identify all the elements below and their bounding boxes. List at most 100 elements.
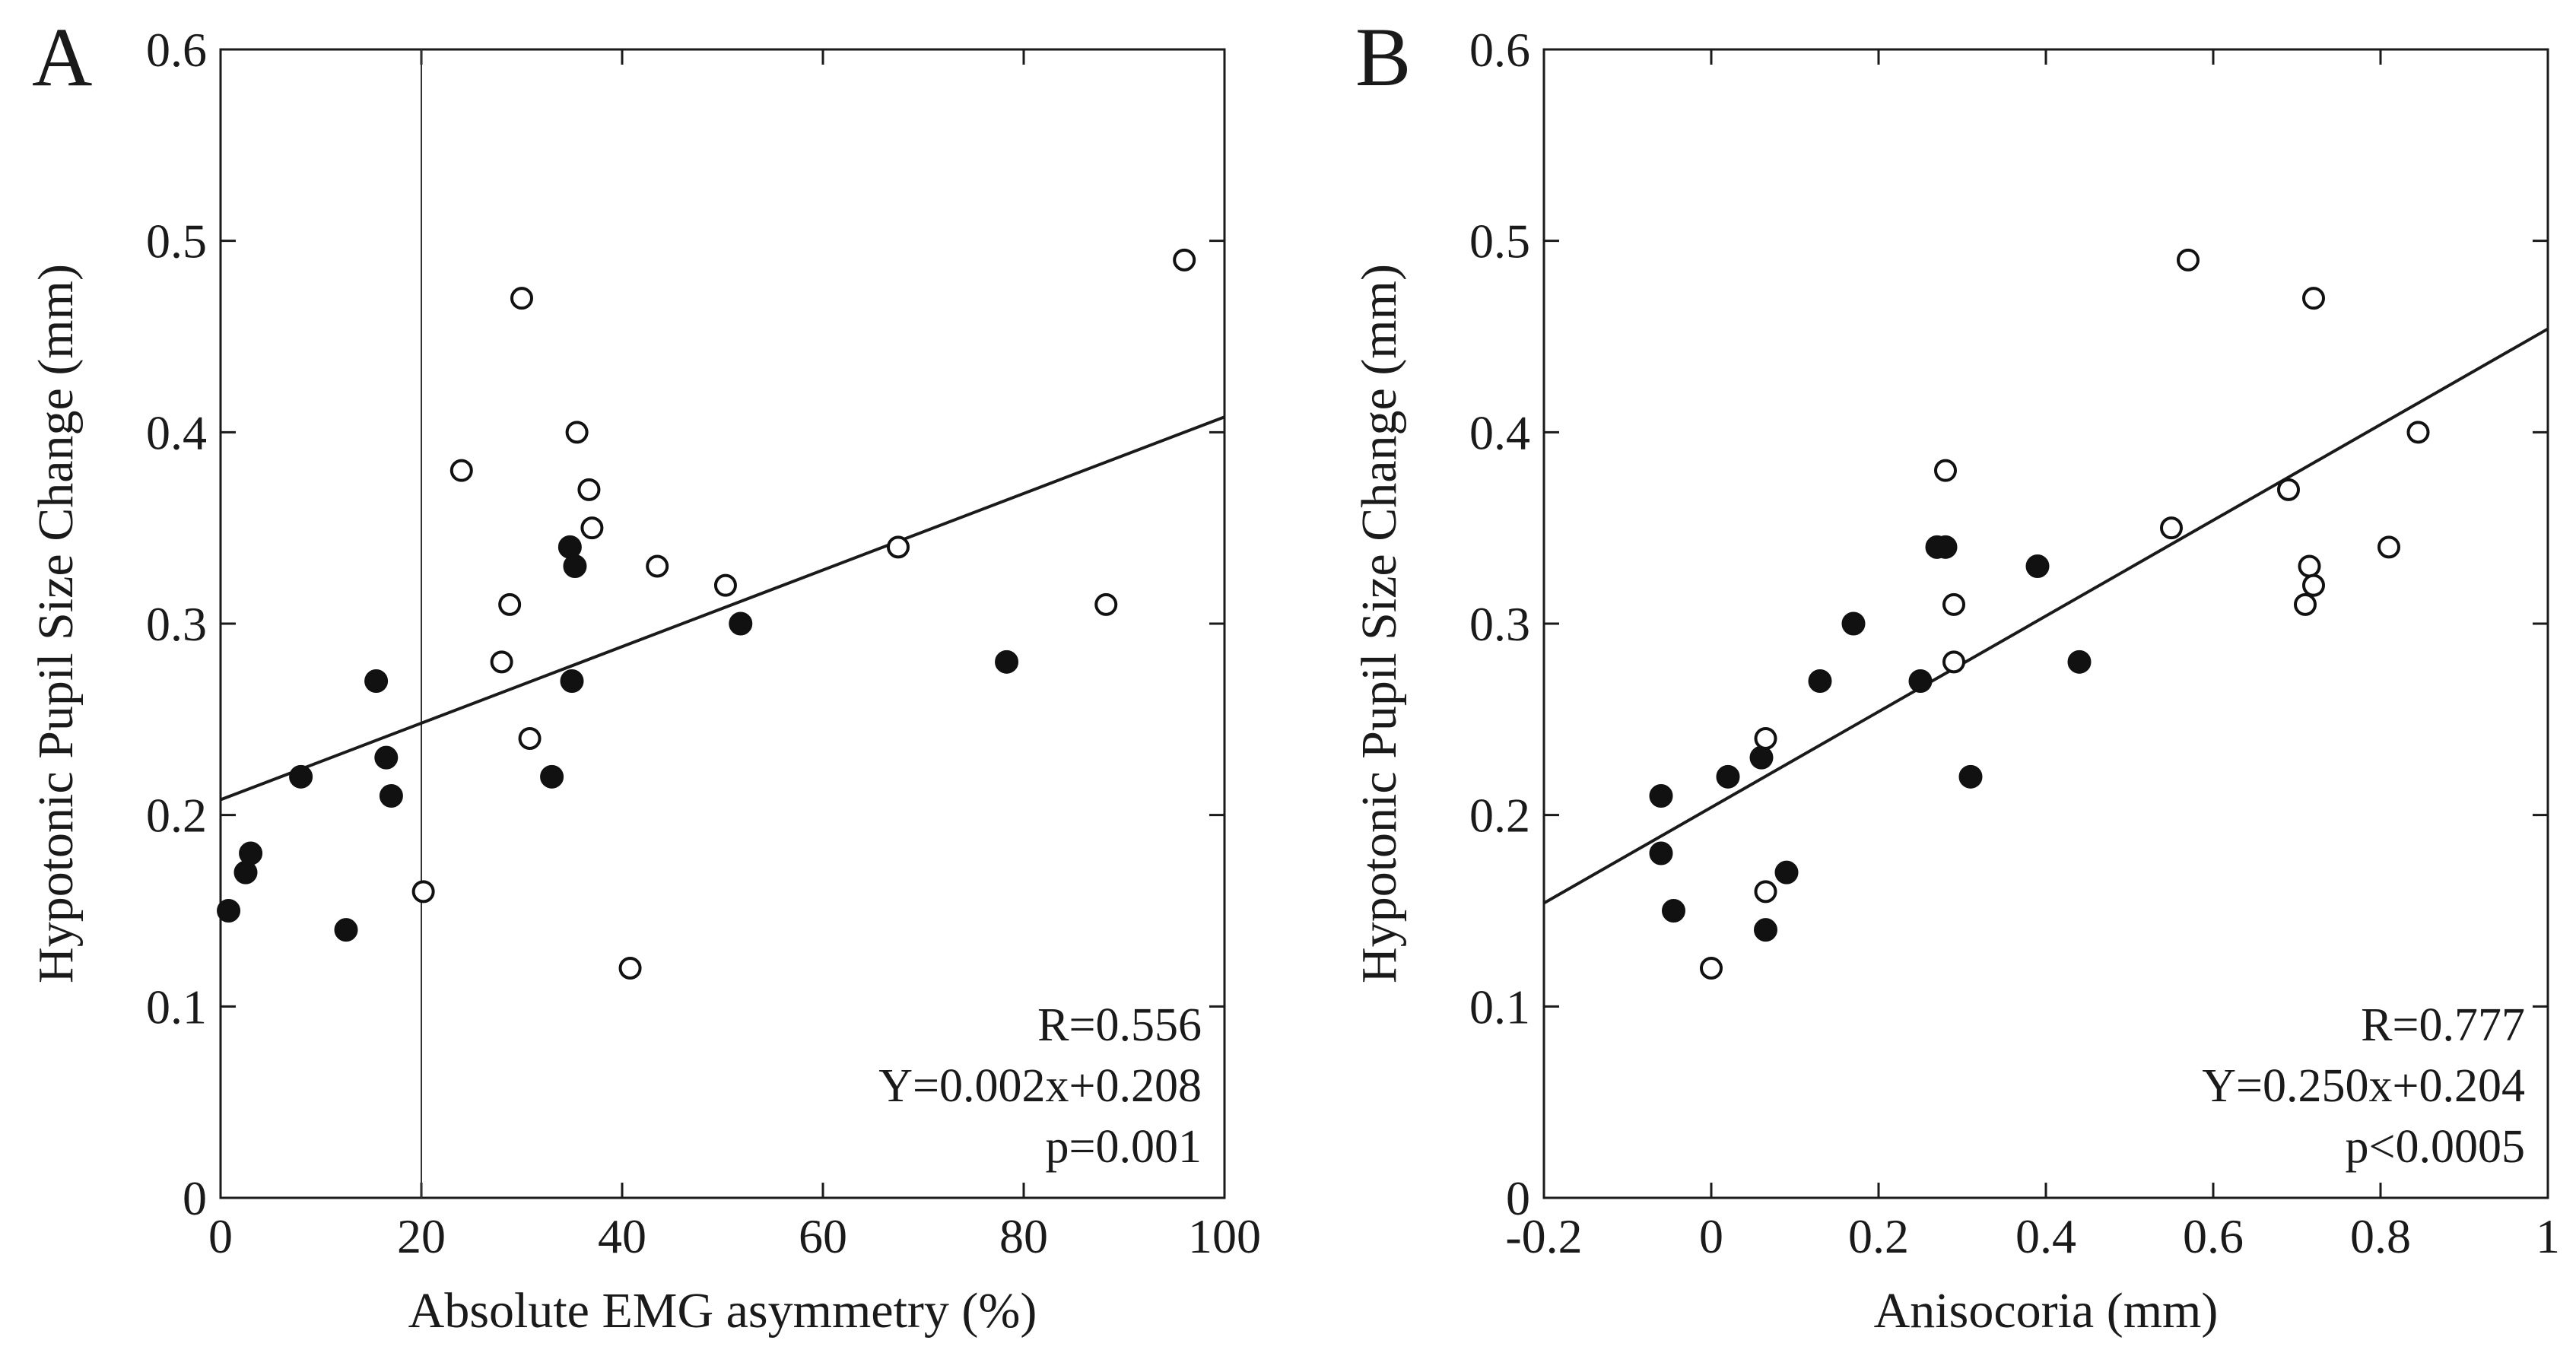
data-point-filled-a-9 (557, 535, 582, 559)
data-point-open-a-9 (618, 957, 642, 980)
y-tick-label-b-3: 0.3 (1469, 597, 1530, 651)
data-point-filled-b-1 (1649, 841, 1673, 865)
data-point-open-a-6 (565, 421, 589, 444)
data-point-filled-a-7 (379, 784, 403, 808)
x-tick-label-a-4: 80 (999, 1209, 1048, 1263)
x-tick-label-a-3: 60 (799, 1209, 847, 1263)
annotation-p-a: p=0.001 (1046, 1121, 1202, 1173)
y-tick-label-b-1: 0.1 (1469, 980, 1530, 1034)
x-tick-label-b-6: 1 (2536, 1209, 2560, 1263)
data-point-open-b-12 (2302, 287, 2325, 310)
data-point-filled-b-12 (1958, 764, 1983, 789)
data-point-filled-a-13 (995, 650, 1019, 674)
x-tick-label-b-1: 0 (1699, 1209, 1723, 1263)
x-tick-label-b-2: 0.2 (1848, 1209, 1909, 1263)
data-point-open-b-7 (2177, 248, 2200, 272)
y-tick-label-b-2: 0.2 (1469, 789, 1530, 843)
data-point-open-b-8 (2277, 478, 2300, 501)
annotation-equation-a: Y=0.002x+0.208 (878, 1060, 1202, 1112)
points-a (217, 248, 1196, 980)
data-point-open-a-0 (411, 880, 435, 904)
data-point-open-a-8 (580, 516, 604, 540)
data-point-filled-b-3 (1716, 764, 1740, 789)
data-point-filled-a-4 (334, 918, 358, 942)
y-tick-label-a-5: 0.5 (146, 214, 207, 268)
x-tick-label-a-2: 40 (598, 1209, 646, 1263)
y-tick-label-b-5: 0.5 (1469, 214, 1530, 268)
data-point-open-a-3 (498, 592, 522, 616)
panel-letter-b: B (1355, 11, 1411, 103)
x-tick-label-a-1: 20 (397, 1209, 446, 1263)
data-point-filled-a-0 (217, 899, 241, 923)
data-point-open-a-5 (518, 727, 542, 750)
y-tick-label-a-1: 0.1 (146, 980, 207, 1034)
data-point-filled-a-12 (729, 611, 753, 636)
data-point-open-b-9 (2294, 592, 2317, 616)
data-point-filled-b-4 (1749, 745, 1774, 770)
annotation-r-b: R=0.777 (2361, 999, 2525, 1051)
ticks-b: -0.2 0 0.2 0.4 0.6 0.8 100.10.20.30.40.50.6 (1469, 23, 2560, 1263)
data-point-open-a-10 (646, 554, 669, 578)
panel-a: A 0 20 40 60 80 100 0 0.1 0.2 0.3 0.4 0.5 0.6 Absolu… (28, 11, 1261, 1339)
data-point-open-b-0 (1700, 957, 1723, 980)
y-tick-label-a-0: 0 (183, 1171, 207, 1225)
data-point-open-b-2 (1754, 880, 1777, 904)
data-point-filled-b-8 (1841, 611, 1866, 636)
x-tick-label-b-4: 0.6 (2183, 1209, 2244, 1263)
fit-line-b (1543, 327, 2549, 905)
ticks-a: 0 20 40 60 80 100 0 0.1 0.2 0.3 0.4 0.5 0.6 (146, 23, 1261, 1263)
data-point-open-a-4 (510, 287, 533, 310)
data-point-filled-b-14 (2067, 650, 2092, 674)
y-tick-label-b-6: 0.6 (1469, 23, 1530, 77)
y-axis-label-a: Hypotonic Pupil Size Change (mm) (28, 264, 84, 983)
y-tick-label-a-3: 0.3 (146, 597, 207, 651)
data-point-filled-b-9 (1908, 669, 1933, 693)
data-point-filled-b-2 (1662, 899, 1685, 923)
y-tick-label-a-6: 0.6 (146, 23, 207, 77)
data-point-open-a-2 (490, 650, 513, 674)
x-tick-label-a-0: 0 (208, 1209, 233, 1263)
annotation-p-b: p<0.0005 (2346, 1121, 2525, 1173)
y-tick-label-b-4: 0.4 (1469, 405, 1530, 459)
x-tick-label-b-3: 0.4 (2015, 1209, 2076, 1263)
y-tick-label-a-2: 0.2 (146, 789, 207, 843)
y-axis-label-b: Hypotonic Pupil Size Change (mm) (1352, 264, 1407, 983)
annotation-r-a: R=0.556 (1037, 999, 1202, 1051)
x-axis-label-b: Anisocoria (mm) (1874, 1283, 2219, 1339)
data-point-open-b-14 (2406, 421, 2430, 444)
data-point-open-a-7 (577, 478, 601, 501)
data-point-filled-b-11 (1933, 535, 1958, 559)
data-point-filled-b-7 (1808, 669, 1832, 693)
data-point-filled-a-11 (563, 554, 587, 578)
points-b (1649, 248, 2430, 980)
y-tick-label-b-0: 0 (1506, 1171, 1530, 1225)
data-point-filled-b-6 (1774, 860, 1799, 885)
data-point-open-b-5 (1942, 650, 1965, 674)
panel-letter-a: A (32, 11, 92, 103)
data-point-open-a-14 (1173, 248, 1196, 272)
data-point-open-b-3 (1934, 459, 1957, 482)
data-point-open-b-10 (2298, 554, 2321, 578)
fit-line-a (220, 415, 1225, 802)
data-point-filled-a-3 (289, 764, 313, 789)
data-point-filled-b-13 (2025, 554, 2050, 578)
panel-b: B -0.2 0 0.2 0.4 0.6 0.8 100.10.20.30.40.50.6 … (1352, 11, 2560, 1339)
data-point-filled-b-0 (1649, 784, 1673, 808)
data-point-filled-a-2 (239, 841, 263, 865)
data-point-open-b-4 (1942, 592, 1965, 616)
data-point-filled-a-6 (374, 745, 399, 770)
data-point-open-a-11 (713, 573, 737, 597)
data-point-open-b-6 (2160, 516, 2183, 540)
data-point-filled-b-5 (1754, 918, 1777, 942)
data-point-open-a-12 (887, 535, 910, 559)
data-point-open-b-1 (1754, 727, 1777, 750)
data-point-open-b-11 (2302, 573, 2325, 597)
annotation-equation-b: Y=0.250x+0.204 (2202, 1060, 2525, 1112)
data-point-filled-a-8 (540, 764, 564, 789)
data-point-filled-a-5 (364, 669, 389, 693)
data-point-filled-a-1 (233, 860, 258, 885)
x-tick-label-b-5: 0.8 (2350, 1209, 2411, 1263)
data-point-open-a-13 (1094, 592, 1118, 616)
x-tick-label-a-5: 100 (1188, 1209, 1261, 1263)
y-tick-label-a-4: 0.4 (146, 405, 207, 459)
